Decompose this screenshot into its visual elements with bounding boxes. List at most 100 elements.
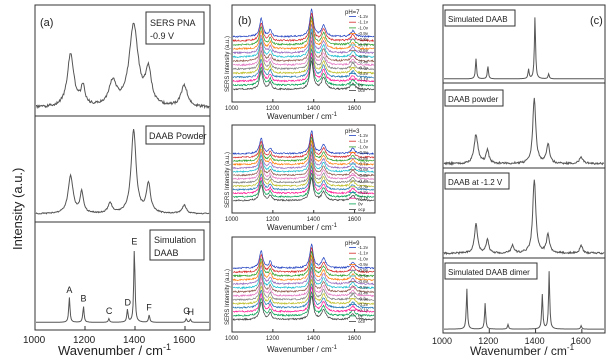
panel-c-x-ticks: 1000 1200 1400 1600 [432, 329, 591, 346]
panel-b-series-line [232, 154, 375, 180]
legend-item--1.2v: -1.2v [358, 245, 369, 250]
panel-c: (c) Simulated DAAB DAAB powder DAAB at -… [432, 4, 606, 358]
legend-item--0.3v: -0.3v [358, 65, 369, 70]
legend-item--0.2v: -0.2v [358, 71, 369, 76]
legend-item-0v: 0v [358, 201, 364, 206]
panel-c-legend-4: Simulated DAAB dimer [448, 268, 530, 277]
legend-item--0.5v: -0.5v [358, 173, 369, 178]
x-tick-label-1600: 1600 [348, 336, 362, 342]
legend-item-ocv: ocv [358, 88, 366, 93]
panel-b-ph-label-1: pH=7 [345, 10, 360, 16]
panel-b-series-line [232, 140, 374, 167]
panel-c-legend-4-box [444, 262, 538, 280]
panel-a-x-axis-label-sup: -1 [163, 342, 171, 352]
panel-b-series-line [232, 146, 375, 174]
legend-item--1.1v: -1.1v [358, 139, 369, 144]
panel-b-series-line [232, 44, 375, 75]
panel-a-spectrum-2 [35, 129, 210, 215]
panel-b-x-axis-label-3: Wavenumber / cm-1 [267, 345, 338, 354]
legend-item--0.7v: -0.7v [358, 43, 369, 48]
panel-b-series-line [232, 28, 375, 59]
panel-b-x-axis-label-2-text: Wavenumber / cm [267, 223, 332, 232]
panel-a-legend-3-line-1: Simulation [154, 235, 196, 245]
legend-item--1.0v: -1.0v [358, 144, 369, 149]
panel-c-plot-2 [443, 97, 605, 166]
legend-item--0.4v: -0.4v [358, 291, 369, 296]
legend-item--1.1v: -1.1v [358, 20, 369, 25]
panel-c-x-axis-label-sup: -1 [567, 343, 575, 352]
panel-b-series-line [232, 19, 375, 51]
panel-a-x-axis-label: Wavenumber / cm-1 [58, 342, 171, 358]
panel-b-series-line [232, 31, 375, 63]
panel-c-plot-4 [444, 271, 604, 330]
x-tick-label-1400: 1400 [123, 335, 146, 346]
panel-b-series-line [232, 243, 375, 270]
panel-b-series-line [232, 262, 375, 290]
panel-b-legend-ph7: -1.2v-1.1v-1.0v-0.9v-0.8v-0.7v-0.6v-0.5v… [349, 14, 369, 93]
panel-b-ph-label-2: pH=3 [345, 129, 360, 135]
panel-b-legend-ph3: -1.2v-1.1v-1.0v-0.9v-0.8v-0.7v-0.6v-0.5v… [349, 133, 369, 212]
panel-a-spectrum-3 [36, 250, 209, 323]
panel-b-plot-ph7 [232, 8, 375, 91]
panel-c-spectrum-4 [444, 271, 604, 330]
panel-b-series-line [232, 52, 375, 83]
legend-item--0.5v: -0.5v [358, 54, 369, 59]
peak-label-C: C [106, 306, 113, 316]
x-tick-label-1000: 1000 [23, 335, 46, 346]
panel-a-plot-1 [36, 22, 210, 110]
panel-a-legend-3-line-2: DAAB [154, 248, 179, 258]
legend-item--1.2v: -1.2v [358, 133, 369, 138]
panel-a-plot-2 [35, 129, 210, 215]
panel-b-series-line [232, 295, 375, 322]
panel-b-series-line [232, 267, 375, 294]
panel-a-y-axis-label: Intensity (a.u.) [10, 168, 25, 250]
panel-b-ph-label-3: pH=9 [345, 241, 360, 247]
panel-b-plot-ph3 [232, 130, 375, 202]
panel-b-x-ticks: 1000 1200 1400 1600 1000 1200 1400 1600 1000 1200… [225, 99, 362, 342]
legend-item-0v: 0v [358, 82, 364, 87]
panel-b-series-line [232, 258, 375, 286]
panel-b-x-axis-label-3-text: Wavenumber / cm [267, 345, 332, 354]
legend-item--1.0v: -1.0v [358, 25, 369, 30]
legend-item--0.9v: -0.9v [358, 31, 369, 36]
panel-b-y-axis-label-1: SERS Intensity (a.u.) [225, 36, 231, 92]
panel-c-legend-1-box [444, 9, 516, 27]
legend-item--0.6v: -0.6v [358, 279, 369, 284]
panel-b-frame-2 [231, 124, 376, 214]
legend-item--0.6v: -0.6v [358, 167, 369, 172]
legend-item--0.1v: -0.1v [358, 196, 369, 201]
panel-c-plot-3 [443, 179, 605, 256]
panel-a-frame [34, 4, 211, 331]
x-tick-label-1400: 1400 [525, 336, 545, 346]
x-tick-label-1400: 1400 [307, 106, 321, 112]
legend-item--1.1v: -1.1v [358, 251, 369, 256]
x-tick-label-1000: 1000 [225, 336, 239, 342]
panel-b-series-line [232, 290, 375, 317]
panel-c-legend-1: Simulated DAAB [448, 15, 508, 24]
peak-label-G: G [183, 306, 190, 316]
panel-b-series-line [232, 24, 375, 55]
panel-b-series-line [232, 279, 375, 305]
panel-a-x-axis-label-text: Wavenumber / cm [58, 343, 163, 358]
panel-b-y-axis-label-3: SERS Intensity (a.u.) [225, 269, 231, 325]
peak-label-E: E [131, 237, 137, 247]
legend-item--0.3v: -0.3v [358, 184, 369, 189]
panel-a: (a) SERS PNA -0.9 V DAAB Powder Simulati… [10, 4, 211, 358]
legend-item--0.1v: -0.1v [358, 77, 369, 82]
panel-b-series-line [232, 59, 375, 91]
panel-b-x-axis-label-2-sup: -1 [332, 223, 338, 229]
legend-item--0.8v: -0.8v [358, 268, 369, 273]
panel-b-series-line [232, 158, 375, 184]
x-tick-label-1600: 1600 [348, 106, 362, 112]
x-tick-label-1200: 1200 [266, 336, 280, 342]
panel-b-series-line [232, 133, 375, 159]
panel-b-series-line [232, 36, 375, 67]
x-tick-label-1600: 1600 [173, 335, 196, 346]
legend-item--0.3v: -0.3v [358, 296, 369, 301]
x-tick-label-1400: 1400 [307, 336, 321, 342]
peak-label-B: B [80, 294, 86, 304]
panel-c-legend-3: DAAB at -1.2 V [448, 178, 503, 187]
x-tick-label-1000: 1000 [225, 217, 239, 223]
